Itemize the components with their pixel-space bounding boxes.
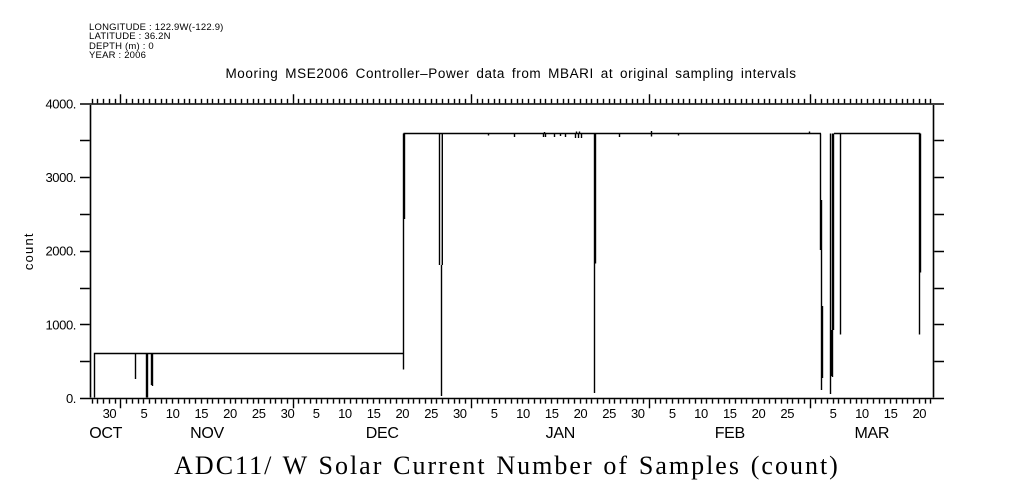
svg-text:15: 15 — [194, 406, 208, 421]
svg-text:1000.: 1000. — [45, 317, 76, 332]
svg-text:20: 20 — [395, 406, 409, 421]
svg-text:20: 20 — [223, 406, 237, 421]
svg-text:OCT: OCT — [89, 425, 122, 442]
svg-text:15: 15 — [723, 406, 737, 421]
svg-text:3000.: 3000. — [45, 170, 76, 185]
svg-text:25: 25 — [252, 406, 266, 421]
svg-text:20: 20 — [574, 406, 588, 421]
svg-text:10: 10 — [166, 406, 180, 421]
svg-text:25: 25 — [602, 406, 616, 421]
svg-text:15: 15 — [884, 406, 898, 421]
svg-text:15: 15 — [367, 406, 381, 421]
svg-text:5: 5 — [830, 406, 837, 421]
svg-text:20: 20 — [912, 406, 926, 421]
svg-text:30: 30 — [453, 406, 467, 421]
svg-text:20: 20 — [752, 406, 766, 421]
svg-text:10: 10 — [338, 406, 352, 421]
svg-text:15: 15 — [545, 406, 559, 421]
svg-text:5: 5 — [669, 406, 676, 421]
svg-text:5: 5 — [313, 406, 320, 421]
svg-text:5: 5 — [491, 406, 498, 421]
svg-text:NOV: NOV — [190, 425, 224, 442]
svg-text:MAR: MAR — [854, 425, 889, 442]
svg-text:5: 5 — [140, 406, 147, 421]
svg-text:DEC: DEC — [366, 425, 399, 442]
svg-text:10: 10 — [516, 406, 530, 421]
svg-text:30: 30 — [281, 406, 295, 421]
svg-text:JAN: JAN — [546, 425, 575, 442]
svg-text:25: 25 — [424, 406, 438, 421]
svg-text:10: 10 — [694, 406, 708, 421]
svg-text:2000.: 2000. — [45, 244, 76, 259]
svg-text:0.: 0. — [66, 391, 76, 406]
svg-text:25: 25 — [780, 406, 794, 421]
svg-text:30: 30 — [631, 406, 645, 421]
svg-text:count: count — [21, 232, 36, 270]
svg-text:10: 10 — [855, 406, 869, 421]
svg-text:30: 30 — [103, 406, 117, 421]
svg-text:FEB: FEB — [715, 425, 745, 442]
svg-text:4000.: 4000. — [45, 96, 76, 111]
